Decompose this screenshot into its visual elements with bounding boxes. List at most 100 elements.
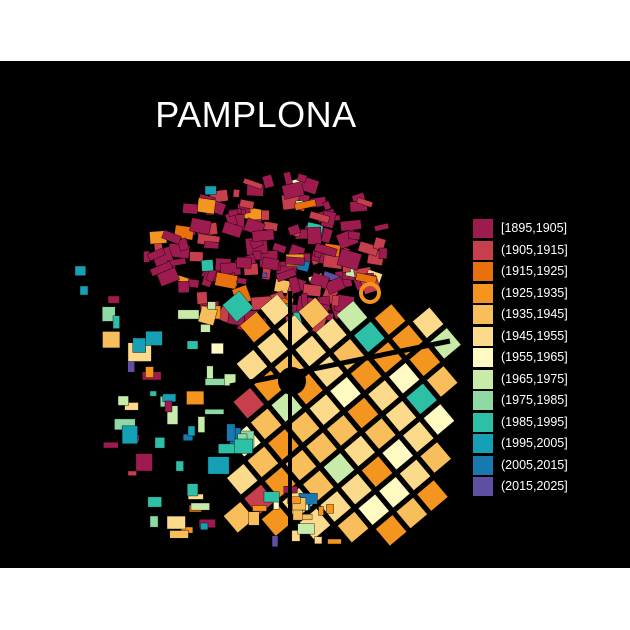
old-town-building	[236, 256, 252, 269]
ensanche-block	[385, 400, 417, 433]
legend-swatch	[473, 434, 493, 453]
outlying-building	[127, 470, 137, 476]
old-town-building	[275, 267, 297, 283]
modern-block	[207, 456, 230, 475]
outlying-building	[204, 185, 217, 195]
modern-block	[103, 442, 119, 449]
legend-label: (2015,2025]	[501, 479, 568, 493]
modern-block	[204, 409, 225, 415]
old-town-building	[176, 237, 190, 252]
old-town-building	[227, 208, 239, 217]
old-town-building	[232, 189, 240, 198]
ensanche-block	[388, 362, 420, 394]
ensanche-block	[285, 449, 317, 481]
legend-swatch	[473, 262, 493, 281]
outlying-building	[79, 285, 89, 296]
old-town-building	[288, 276, 302, 295]
ensanche-block	[222, 290, 254, 323]
legend-label: (1945,1955]	[501, 328, 568, 343]
ensanche-block	[309, 393, 341, 426]
ensanche-block	[271, 390, 303, 423]
modern-block	[186, 390, 205, 405]
legend-item: (1915,1925]	[470, 261, 620, 283]
ensanche-block	[343, 435, 376, 467]
plaza	[278, 367, 306, 395]
ensanche-block	[381, 438, 414, 471]
ensanche-block	[364, 417, 397, 450]
legend-item: (1985,1995]	[470, 412, 620, 434]
ensanche-block	[396, 497, 428, 529]
ensanche-block	[261, 504, 293, 537]
ensanche-block	[312, 355, 344, 388]
ensanche-block	[323, 452, 355, 485]
old-town-building	[251, 229, 275, 242]
old-town-building	[156, 267, 180, 287]
legend-item: (2015,2025]	[470, 476, 620, 498]
modern-block	[162, 393, 177, 403]
legend-item: (1965,1975]	[470, 369, 620, 391]
south-block	[248, 511, 260, 526]
ensanche-block	[337, 511, 369, 543]
south-block	[326, 504, 334, 514]
ensanche-block	[361, 455, 393, 488]
old-town-building	[239, 198, 255, 210]
ensanche-block	[409, 345, 441, 377]
outlying-building	[149, 515, 159, 528]
ensanche-block	[277, 314, 310, 347]
ensanche-block	[319, 490, 352, 523]
old-town-building	[161, 229, 182, 245]
legend-item: (1955,1965]	[470, 347, 620, 369]
ensanche-block	[226, 463, 259, 496]
legend-item: (2005,2015]	[470, 455, 620, 477]
ensanche-block	[371, 341, 403, 374]
south-block	[147, 496, 162, 508]
ensanche-block	[340, 473, 373, 505]
ensanche-block	[399, 459, 431, 491]
old-town-building	[356, 197, 374, 208]
building-blocks	[74, 171, 462, 547]
legend-swatch	[473, 412, 493, 432]
modern-block	[226, 423, 236, 442]
outlying-building	[175, 460, 184, 472]
south-block	[297, 523, 315, 535]
old-town-building	[149, 230, 168, 245]
old-town-building	[187, 278, 200, 289]
legend-swatch	[473, 369, 493, 389]
ensanche-block	[305, 431, 338, 464]
ensanche-block	[315, 317, 348, 350]
old-town-building	[378, 247, 388, 260]
ensanche-block	[378, 476, 411, 509]
ensanche-block	[326, 414, 359, 447]
legend-label: (1965,1975]	[501, 371, 568, 386]
bullring	[359, 282, 381, 304]
modern-block	[186, 340, 199, 350]
legend-label: (1995,2005]	[501, 436, 568, 450]
outlying-building	[187, 425, 196, 437]
old-town-building	[271, 242, 287, 254]
old-town-building	[331, 295, 340, 307]
outlying-building	[261, 272, 268, 278]
ensanche-block	[416, 479, 449, 512]
modern-block	[145, 331, 163, 346]
modern-block	[200, 324, 211, 333]
old-town-building	[281, 181, 305, 200]
south-block	[169, 530, 189, 539]
ensanche-block	[405, 383, 438, 415]
south-block	[263, 491, 280, 503]
modern-block	[206, 365, 214, 380]
ensanche-block	[347, 397, 379, 429]
ensanche-block	[374, 303, 406, 336]
legend-item: (1945,1955]	[470, 326, 620, 348]
old-town-building	[261, 210, 270, 221]
modern-block	[154, 437, 165, 449]
old-town-building	[302, 283, 322, 298]
outlying-building	[164, 400, 173, 413]
legend-swatch	[473, 326, 493, 346]
map-title: PAMPLONA	[155, 94, 357, 135]
old-town-building	[189, 217, 212, 235]
old-town-building	[221, 221, 244, 239]
street	[229, 338, 451, 389]
old-town-building	[283, 171, 293, 186]
old-town-building	[261, 174, 275, 189]
